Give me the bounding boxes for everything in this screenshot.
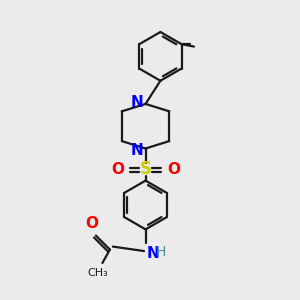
Text: O: O [85, 216, 98, 231]
Text: N: N [147, 246, 160, 261]
Text: N: N [130, 95, 143, 110]
Text: S: S [140, 160, 152, 178]
Text: H: H [156, 244, 166, 259]
Text: CH₃: CH₃ [88, 268, 108, 278]
Text: N: N [130, 142, 143, 158]
Text: O: O [111, 162, 124, 177]
Text: O: O [167, 162, 180, 177]
